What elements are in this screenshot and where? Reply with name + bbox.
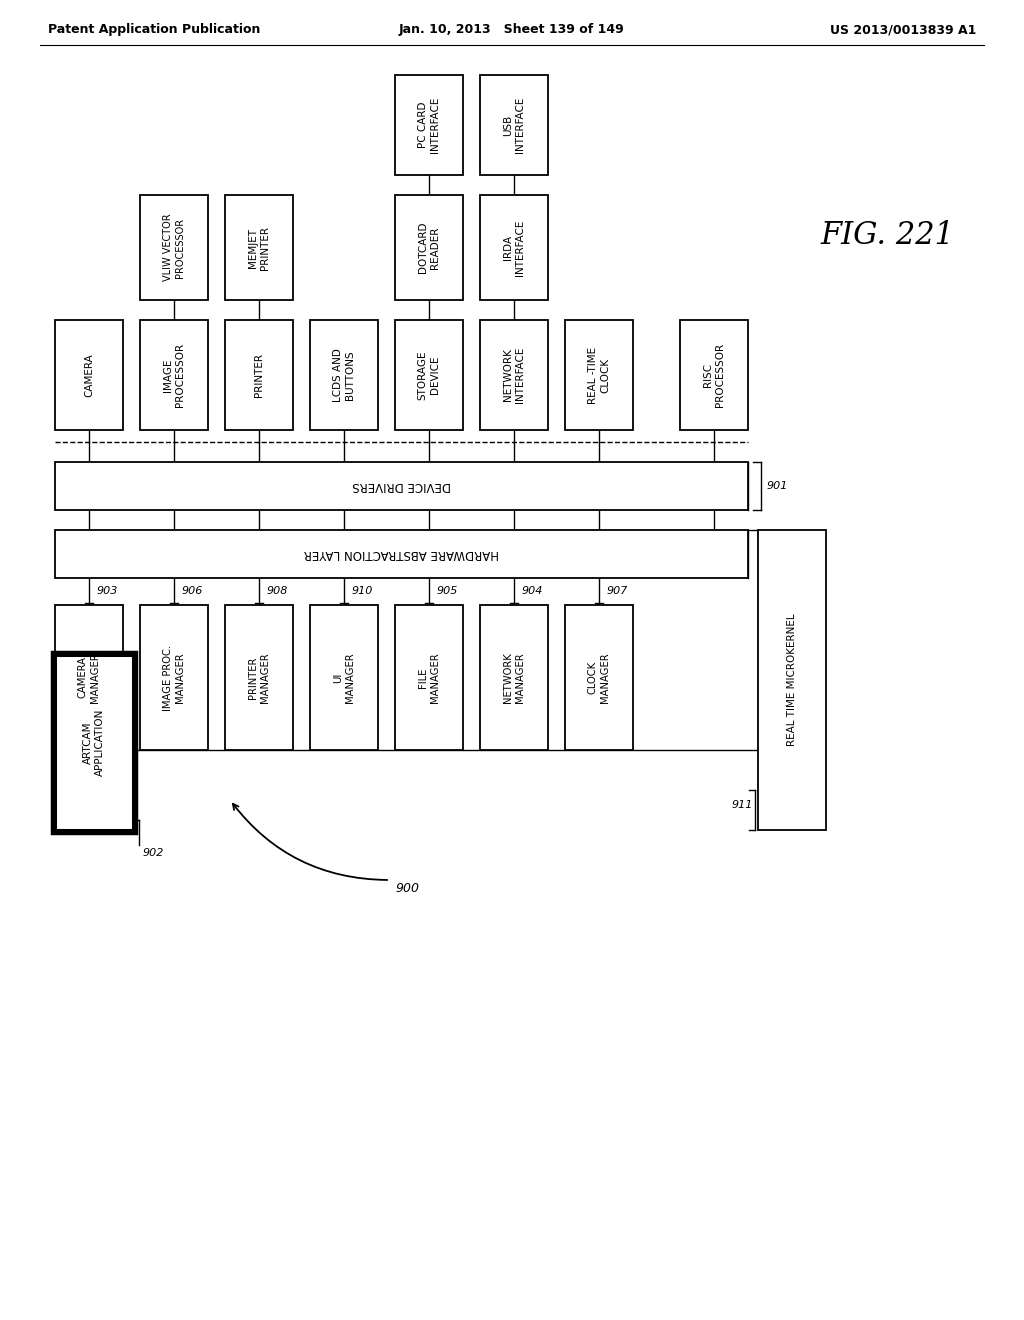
Text: REAL TIME MICROKERNEL: REAL TIME MICROKERNEL (787, 614, 797, 746)
Bar (758, 531, 826, 830)
Bar (310, 319, 378, 430)
Text: 900: 900 (395, 882, 419, 895)
Text: 905: 905 (437, 586, 459, 597)
Text: HARDWARE ABSTRACTION LAYER: HARDWARE ABSTRACTION LAYER (304, 548, 499, 561)
Text: Jan. 10, 2013   Sheet 139 of 149: Jan. 10, 2013 Sheet 139 of 149 (399, 24, 625, 37)
Bar (55, 605, 123, 750)
Text: 904: 904 (522, 586, 544, 597)
Bar (310, 605, 378, 750)
Text: FILE
MANAGER: FILE MANAGER (418, 652, 440, 702)
Bar (480, 195, 548, 300)
Bar (55, 655, 133, 830)
Bar (395, 195, 463, 300)
Text: PC CARD
INTERFACE: PC CARD INTERFACE (418, 96, 440, 153)
Bar (395, 75, 463, 176)
Text: UI
MANAGER: UI MANAGER (333, 652, 355, 702)
Text: DOTCARD
READER: DOTCARD READER (418, 222, 440, 273)
Text: NETWORK
MANAGER: NETWORK MANAGER (503, 652, 525, 702)
Bar (225, 605, 293, 750)
Text: CAMERA: CAMERA (84, 354, 94, 397)
Text: IRDA
INTERFACE: IRDA INTERFACE (503, 219, 525, 276)
Text: IMAGE
PROCESSOR: IMAGE PROCESSOR (163, 343, 185, 407)
Bar (480, 75, 548, 176)
Text: US 2013/0013839 A1: US 2013/0013839 A1 (829, 24, 976, 37)
Text: 906: 906 (182, 586, 204, 597)
Text: PRINTER: PRINTER (254, 352, 264, 397)
Text: PRINTER
MANAGER: PRINTER MANAGER (248, 652, 270, 702)
Bar (140, 605, 208, 750)
Bar (395, 605, 463, 750)
Text: 902: 902 (143, 847, 165, 858)
Text: STORAGE
DEVICE: STORAGE DEVICE (418, 350, 440, 400)
Text: VLIW VECTOR
PROCESSOR: VLIW VECTOR PROCESSOR (163, 214, 185, 281)
Text: NETWORK
INTERFACE: NETWORK INTERFACE (503, 347, 525, 403)
Text: REAL -TIME
CLOCK: REAL -TIME CLOCK (588, 346, 610, 404)
Bar (140, 195, 208, 300)
Bar (55, 319, 123, 430)
Bar (225, 195, 293, 300)
Bar (480, 605, 548, 750)
Text: RISC
PROCESSOR: RISC PROCESSOR (702, 343, 725, 407)
Bar (225, 319, 293, 430)
Bar (395, 319, 463, 430)
Text: DEVICE DRIVERS: DEVICE DRIVERS (352, 479, 451, 492)
Bar (565, 319, 633, 430)
Text: 903: 903 (97, 586, 119, 597)
Text: 908: 908 (267, 586, 289, 597)
Bar (140, 319, 208, 430)
Text: CLOCK
MANAGER: CLOCK MANAGER (588, 652, 610, 702)
Text: CAMERA
MANAGER: CAMERA MANAGER (78, 652, 100, 702)
Bar (565, 605, 633, 750)
Text: ARTCAM
APPLICATION: ARTCAM APPLICATION (83, 709, 105, 776)
Text: MEMJET
PRINTER: MEMJET PRINTER (248, 226, 270, 269)
Bar (52, 652, 136, 833)
Text: Patent Application Publication: Patent Application Publication (48, 24, 260, 37)
Text: USB
INTERFACE: USB INTERFACE (503, 96, 525, 153)
Text: 910: 910 (352, 586, 374, 597)
Bar (55, 462, 748, 510)
Text: IMAGE PROC.
MANAGER: IMAGE PROC. MANAGER (163, 644, 185, 710)
Text: LCDS AND
BUTTONS: LCDS AND BUTTONS (333, 348, 355, 401)
Text: 907: 907 (607, 586, 629, 597)
Bar (55, 531, 748, 578)
Text: 901: 901 (767, 480, 788, 491)
Text: 911: 911 (731, 800, 753, 810)
Bar (680, 319, 748, 430)
Text: FIG. 221: FIG. 221 (820, 219, 954, 251)
Bar (480, 319, 548, 430)
